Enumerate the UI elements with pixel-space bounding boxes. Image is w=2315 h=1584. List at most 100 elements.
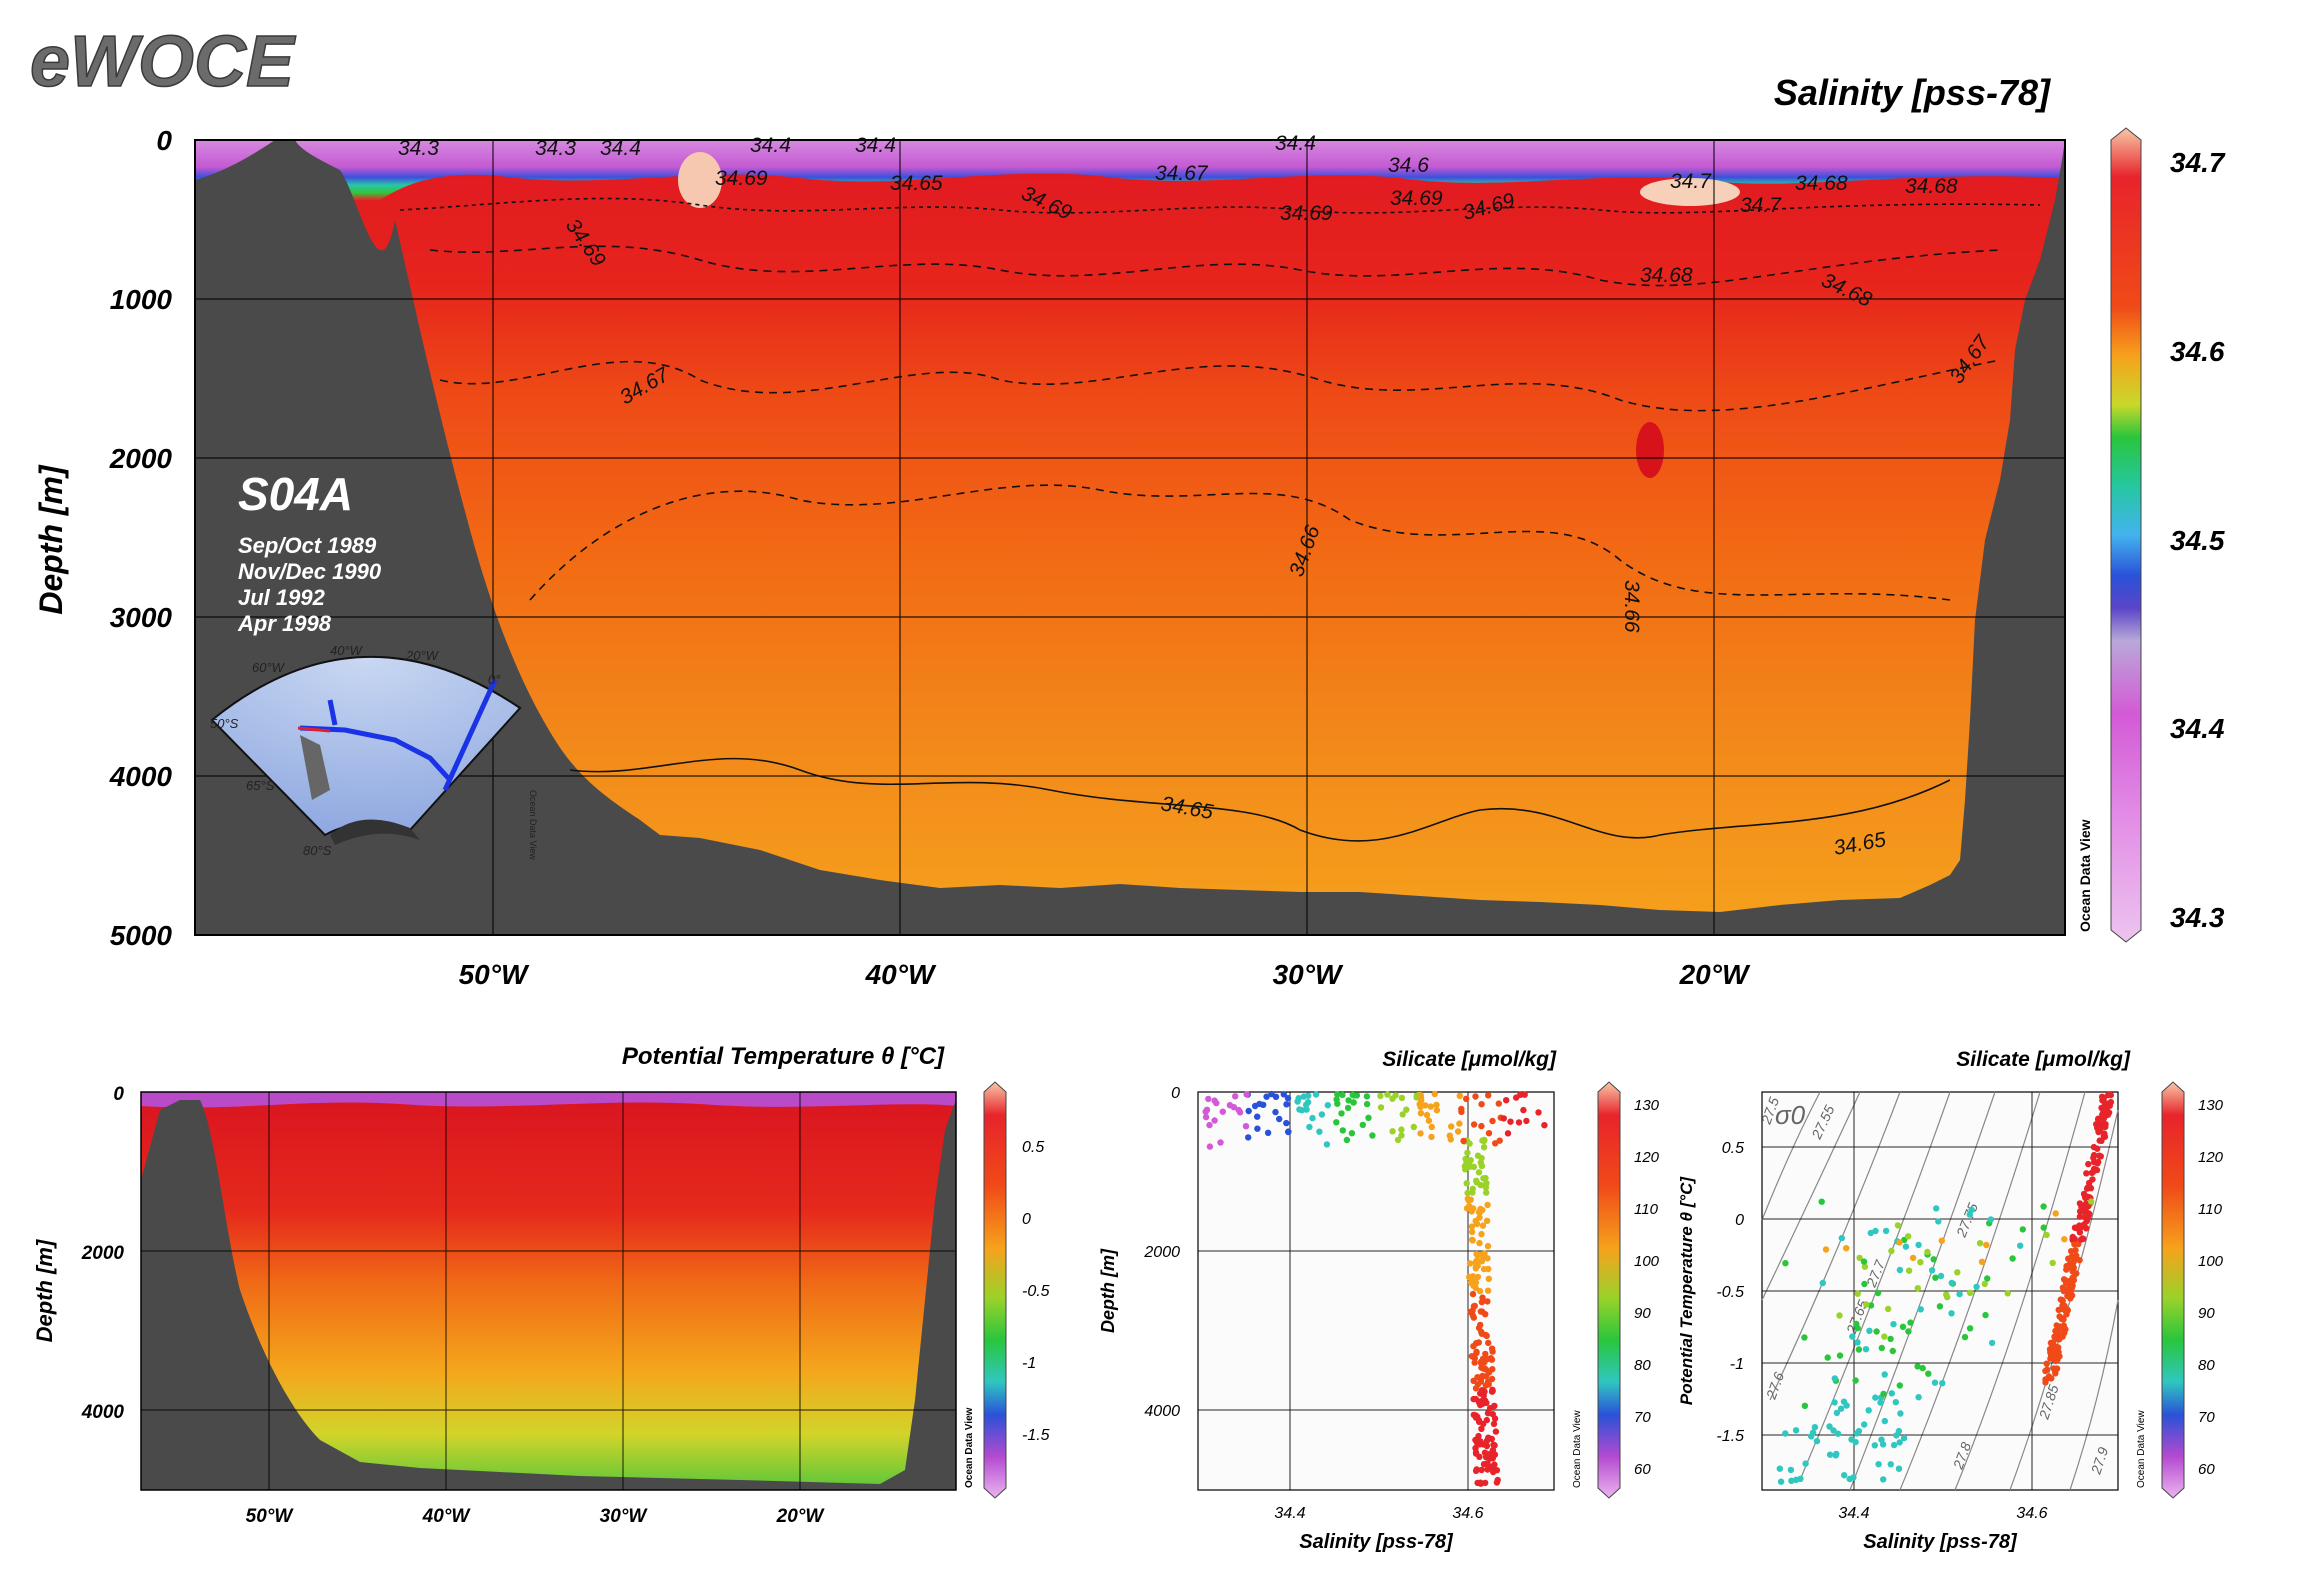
scatter-point <box>1490 1420 1498 1428</box>
isopycnal-line <box>1761 1091 1861 1301</box>
scatter-point <box>1811 1424 1819 1431</box>
scatter-point <box>1484 1410 1492 1417</box>
sil-y-ticks: 0 2000 4000 <box>1143 1085 1180 1420</box>
scatter-point <box>1476 1453 1483 1461</box>
x-tick-label: 40°W <box>865 959 937 990</box>
scatter-point <box>1936 1303 1944 1310</box>
scatter-point <box>1480 1388 1488 1395</box>
scatter-point <box>2079 1235 2086 1242</box>
temperature-section-panel: Potential Temperature θ [°C] Depth [m] 0… <box>32 1043 1050 1527</box>
scatter-point <box>1914 1285 1922 1292</box>
cruise-date: Apr 1998 <box>237 611 332 636</box>
scatter-point <box>1905 1233 1912 1240</box>
ts-y-label: Potential Temperature θ [°C] <box>1677 1176 1696 1406</box>
scatter-point <box>2053 1343 2060 1351</box>
scatter-point <box>1470 1343 1477 1350</box>
scatter-point <box>1861 1263 1869 1270</box>
scatter-point <box>1410 1123 1418 1131</box>
scatter-point <box>1914 1363 1921 1370</box>
scatter-point <box>1433 1101 1440 1109</box>
scatter-point <box>1349 1091 1357 1099</box>
scatter-point <box>1476 1239 1483 1247</box>
scatter-point <box>1447 1136 1455 1143</box>
scatter-point <box>1284 1095 1292 1102</box>
scatter-point <box>1478 1101 1485 1108</box>
scatter-point <box>1363 1093 1371 1100</box>
scatter-point <box>1819 1279 1827 1287</box>
scatter-point <box>1966 1211 1974 1218</box>
scatter-point <box>1882 1227 1890 1235</box>
scatter-point <box>1787 1466 1795 1474</box>
sil-x-ticks: 34.4 34.6 <box>1274 1505 1483 1522</box>
scatter-point <box>1928 1267 1936 1274</box>
scatter-point <box>1840 1398 1848 1405</box>
scatter-point <box>1309 1114 1316 1122</box>
isopycnal-line <box>1761 1091 1821 1221</box>
scatter-point <box>1982 1311 1989 1319</box>
scatter-point <box>1472 1259 1480 1266</box>
scatter-point <box>2059 1296 2066 1304</box>
cb-tick-label: 70 <box>1634 1409 1651 1426</box>
scatter-point <box>1948 1310 1955 1317</box>
scatter-point <box>2086 1179 2093 1187</box>
scatter-point <box>1853 1430 1861 1437</box>
scatter-point <box>1350 1099 1357 1106</box>
scatter-point <box>2052 1368 2059 1375</box>
scatter-point <box>1860 1258 1868 1265</box>
scatter-point <box>1456 1092 1464 1100</box>
ts-x-ticks: 34.4 34.6 <box>1838 1505 2047 1522</box>
scatter-point <box>1943 1291 1950 1298</box>
scatter-point <box>1843 1245 1850 1252</box>
scatter-point <box>1394 1136 1402 1144</box>
scatter-point <box>1477 1479 1484 1486</box>
scatter-point <box>1863 1301 1870 1308</box>
scatter-point <box>1254 1125 1261 1132</box>
scatter-point <box>1489 1348 1496 1355</box>
plot-border <box>194 139 2066 936</box>
scatter-point <box>2076 1213 2084 1220</box>
map-label: 50°S <box>210 716 239 731</box>
scatter-point <box>1884 1305 1892 1313</box>
scatter-point <box>1865 1407 1872 1414</box>
cb-tick-label: 80 <box>1634 1357 1651 1374</box>
scatter-point <box>1478 1230 1485 1238</box>
scatter-point <box>1521 1091 1528 1098</box>
scatter-point <box>2017 1242 2024 1249</box>
scatter-point <box>1296 1106 1303 1113</box>
scatter-point <box>1535 1109 1542 1116</box>
scatter-point <box>1826 1451 1834 1458</box>
scatter-point <box>1489 1452 1496 1460</box>
contour-lines <box>399 197 2041 842</box>
scatter-point <box>1881 1417 1889 1425</box>
scatter-point <box>1468 1228 1476 1236</box>
scatter-point <box>2083 1217 2090 1225</box>
scatter-point <box>2040 1224 2047 1231</box>
scatter-point <box>1285 1128 1292 1135</box>
scatter-point <box>1855 1346 1863 1353</box>
scatter-point <box>1236 1109 1244 1116</box>
scatter-point <box>1484 1466 1491 1473</box>
scatter-point <box>2102 1121 2109 1128</box>
inset-map: 60°W 40°W 20°W 50°S 65°S 80°S 0° Ocean D… <box>210 643 538 860</box>
scatter-point <box>2043 1360 2050 1367</box>
y-tick-label: 2000 <box>81 1243 125 1264</box>
main-y-axis-label: Depth [m] <box>33 464 69 615</box>
sil-colorbar <box>1597 1081 1621 1499</box>
scatter-point <box>1202 1113 1210 1121</box>
cb-tick-label: 34.4 <box>2170 713 2225 744</box>
scatter-point <box>1295 1095 1302 1102</box>
scatter-point <box>1245 1134 1252 1141</box>
y-tick-label: 2000 <box>1143 1244 1180 1261</box>
scatter-point <box>1472 1279 1480 1286</box>
scatter-point <box>1477 1358 1485 1366</box>
scatter-point <box>1861 1421 1868 1428</box>
scatter-point <box>1875 1461 1882 1468</box>
scatter-point <box>1850 1474 1857 1481</box>
scatter-point <box>1853 1320 1860 1328</box>
odv-credit: Ocean Data View <box>2077 819 2093 932</box>
scatter-point <box>1854 1339 1861 1346</box>
scatter-point <box>1226 1102 1234 1109</box>
scatter-point <box>1478 1425 1485 1433</box>
scatter-point <box>1474 1273 1482 1281</box>
temp-title: Potential Temperature θ [°C] <box>622 1043 945 1070</box>
